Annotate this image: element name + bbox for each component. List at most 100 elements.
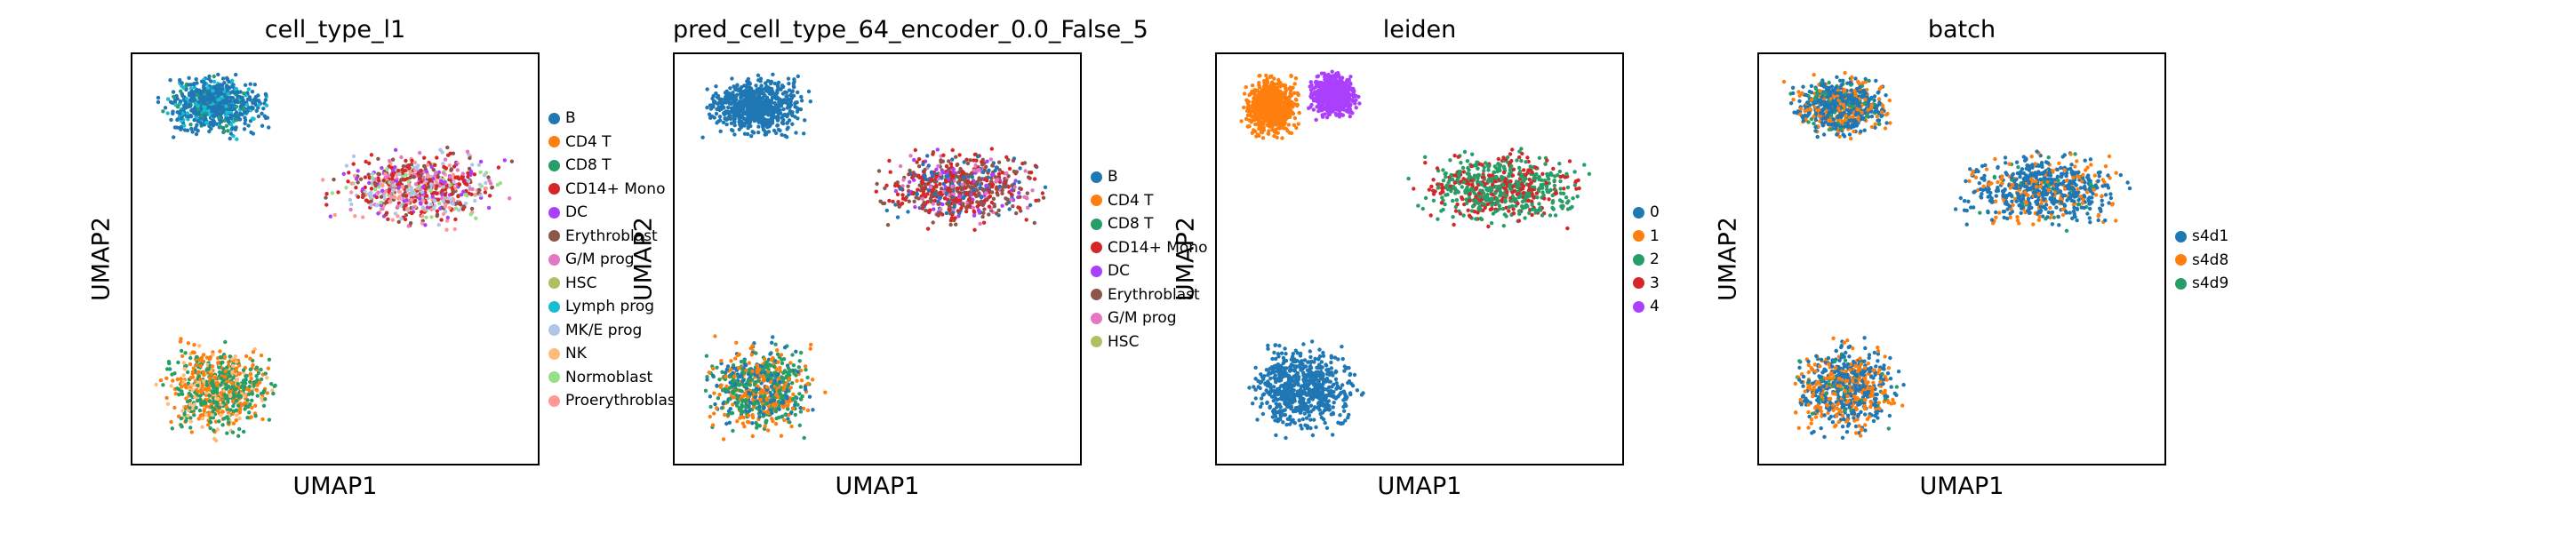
scatter-point [401, 164, 406, 169]
scatter-point [1043, 185, 1048, 189]
scatter-point [376, 171, 380, 176]
scatter-point [758, 96, 763, 100]
scatter-point [1000, 171, 1004, 175]
scatter-point [780, 376, 785, 380]
scatter-point [739, 107, 744, 111]
scatter-point [441, 199, 445, 203]
scatter-point [165, 402, 171, 406]
scatter-point [748, 93, 752, 98]
scatter-point [972, 168, 976, 172]
scatter-point [219, 112, 223, 116]
scatter-point [797, 423, 802, 427]
scatter-point [907, 199, 911, 203]
scatter-point [1252, 113, 1257, 117]
scatter-point [404, 198, 409, 203]
scatter-point [1000, 191, 1004, 195]
legend-marker-icon [548, 183, 560, 195]
scatter-point [804, 368, 808, 372]
scatter-point [939, 207, 943, 211]
scatter-point [367, 161, 372, 165]
scatter-point [170, 100, 175, 105]
scatter-point [897, 204, 901, 209]
scatter-point [893, 203, 898, 207]
scatter-point [250, 398, 254, 402]
scatter-point [169, 419, 173, 425]
scatter-point [770, 340, 774, 345]
scatter-point [906, 184, 910, 188]
scatter-point [710, 373, 716, 378]
scatter-point [433, 199, 437, 203]
scatter-point [219, 413, 223, 418]
scatter-point [252, 384, 256, 388]
scatter-point [748, 391, 753, 396]
scatter-point [246, 87, 251, 91]
scatter-point [756, 402, 761, 406]
scatter-point [1265, 115, 1269, 119]
scatter-point [260, 123, 265, 128]
scatter-point [265, 391, 269, 395]
scatter-point [798, 410, 804, 414]
scatter-point [776, 114, 780, 118]
scatter-point [985, 159, 989, 163]
legend-label: DC [1108, 262, 1130, 280]
scatter-point [186, 341, 191, 346]
scatter-point [449, 167, 453, 171]
scatter-point [442, 180, 446, 185]
scatter-point [1244, 84, 1248, 90]
scatter-point [185, 96, 189, 101]
scatter-point [509, 159, 515, 163]
scatter-point [799, 397, 804, 402]
scatter-point [192, 402, 196, 407]
scatter-point [948, 211, 953, 216]
scatter-point [1245, 124, 1250, 129]
scatter-point [230, 430, 236, 434]
scatter-point [379, 195, 384, 199]
scatter-point [477, 182, 482, 187]
legend-label: Normoblast [565, 368, 653, 386]
scatter-point [773, 342, 778, 346]
scatter-point [823, 390, 828, 394]
scatter-point [704, 354, 709, 358]
scatter-point [745, 90, 749, 94]
scatter-point [404, 206, 410, 211]
scatter-point [230, 78, 235, 83]
scatter-point [775, 348, 780, 353]
scatter-point [710, 423, 716, 427]
scatter-point [193, 394, 197, 400]
scatter-point [714, 91, 718, 96]
scatter-point [184, 396, 188, 401]
scatter-point [788, 372, 792, 378]
legend-marker-icon [548, 206, 560, 219]
scatter-point [730, 109, 735, 115]
scatter-point [964, 190, 969, 195]
scatter-point [208, 419, 212, 424]
scatter-point [228, 354, 232, 359]
scatter-point [768, 400, 773, 404]
scatter-point [204, 412, 209, 417]
scatter-point [412, 160, 418, 165]
scatter-point [792, 84, 796, 90]
scatter-point [172, 135, 176, 139]
scatter-point [803, 385, 808, 389]
scatter-point [174, 93, 179, 99]
scatter-point [212, 79, 217, 84]
scatter-point [422, 155, 427, 160]
scatter-point [241, 107, 245, 111]
scatter-point [984, 183, 988, 188]
scatter-point [206, 423, 211, 427]
scatter-point [449, 197, 453, 202]
scatter-point [243, 401, 247, 405]
scatter-point [1276, 117, 1281, 122]
scatter-point [167, 361, 172, 366]
scatter-point [744, 101, 748, 106]
scatter-point [771, 335, 775, 339]
scatter-point [181, 85, 186, 90]
scatter-point [448, 175, 452, 179]
scatter-point [447, 205, 452, 211]
scatter-point [192, 99, 197, 103]
scatter-point [412, 175, 416, 179]
scatter-point [808, 346, 812, 351]
scatter-point [769, 357, 774, 362]
scatter-point [161, 383, 165, 387]
scatter-point [928, 185, 933, 189]
